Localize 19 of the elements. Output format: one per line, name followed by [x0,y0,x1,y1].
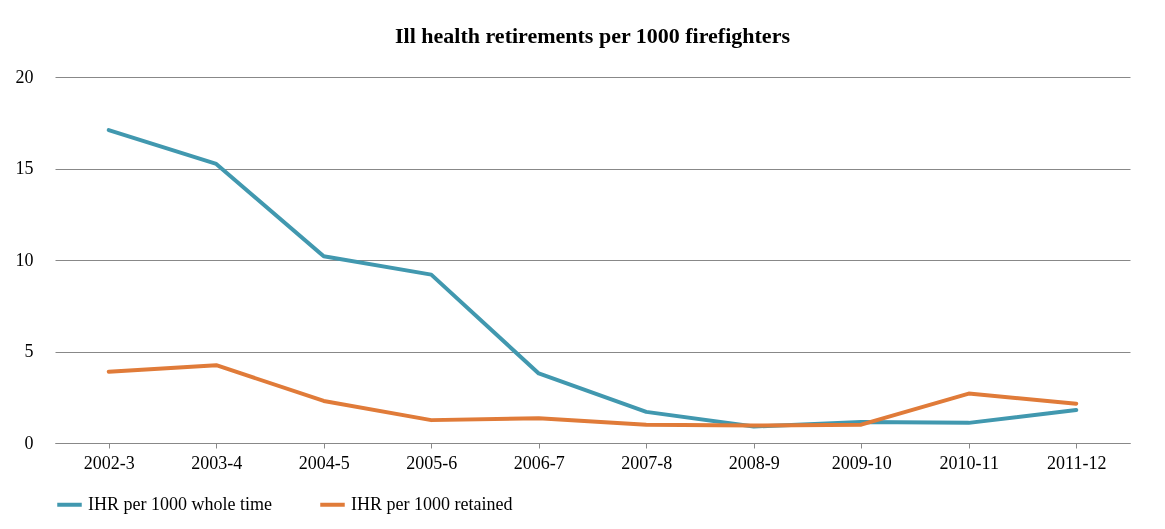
y-tick-label: 0 [24,432,34,453]
y-tick-label: 15 [15,158,34,178]
legend-label: IHR per 1000 retained [351,493,513,514]
x-tick-label: 2002-3 [83,452,135,473]
x-tick-label: 2003-4 [191,452,243,473]
y-tick-label: 10 [15,249,34,270]
x-tick-label: 2004-5 [298,452,350,473]
x-tick-label: 2006-7 [513,452,565,473]
line-series [106,363,1079,428]
y-tick-label: 5 [24,341,34,361]
x-tick-label: 2005-6 [406,452,458,473]
x-tick-label: 2007-8 [621,452,673,473]
chart-title: Ill health retirements per 1000 firefighters [395,23,791,48]
x-tick-label: 2010-11 [939,452,999,473]
x-tick-label: 2011-12 [1047,452,1107,473]
y-tick-label: 20 [15,66,34,87]
x-tick-label: 2008-9 [728,452,780,473]
legend-label: IHR per 1000 whole time [88,493,272,514]
x-tick-label: 2009-10 [831,452,892,473]
